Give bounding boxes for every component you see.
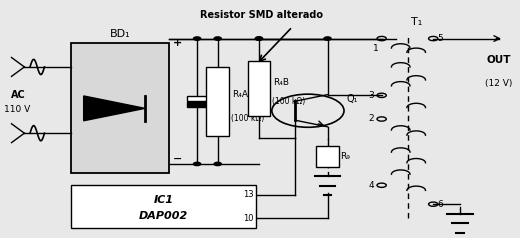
Text: AC: AC: [11, 90, 25, 100]
Bar: [187, 96, 207, 101]
Text: Q₁: Q₁: [347, 94, 358, 104]
Bar: [71, 185, 256, 228]
Text: (100 kΩ): (100 kΩ): [230, 114, 264, 123]
Circle shape: [255, 37, 263, 40]
Text: 1: 1: [373, 44, 379, 53]
Circle shape: [255, 37, 263, 40]
Text: (12 V): (12 V): [485, 79, 512, 88]
Circle shape: [193, 37, 201, 40]
Text: 5: 5: [437, 34, 443, 43]
Circle shape: [214, 37, 222, 40]
Bar: [316, 146, 339, 167]
Text: R₄A: R₄A: [232, 90, 248, 99]
Polygon shape: [84, 96, 145, 121]
Text: Resistor SMD alterado: Resistor SMD alterado: [200, 10, 323, 20]
Circle shape: [324, 37, 331, 40]
Text: OUT: OUT: [486, 55, 511, 65]
Text: 6: 6: [437, 200, 443, 209]
Text: +: +: [173, 38, 182, 48]
Text: −: −: [173, 154, 182, 164]
Text: R₄B: R₄B: [274, 78, 290, 87]
Text: BD₁: BD₁: [109, 29, 130, 39]
Text: (100 kΩ): (100 kΩ): [272, 97, 305, 106]
Text: DAP002: DAP002: [139, 211, 188, 221]
Circle shape: [214, 162, 222, 166]
Text: 2: 2: [368, 114, 374, 124]
Circle shape: [193, 162, 201, 166]
Text: 13: 13: [243, 190, 254, 199]
Text: 10: 10: [243, 214, 254, 223]
Text: T₁: T₁: [411, 17, 422, 27]
Text: IC1: IC1: [153, 195, 174, 205]
Text: C₁: C₁: [213, 97, 223, 106]
Bar: [248, 61, 270, 116]
Bar: [187, 102, 207, 107]
Text: 110 V: 110 V: [4, 105, 30, 114]
Bar: [206, 67, 229, 136]
Text: 3: 3: [368, 91, 374, 100]
Text: 4: 4: [368, 181, 374, 190]
Bar: [71, 43, 168, 174]
Text: R₉: R₉: [341, 152, 350, 161]
